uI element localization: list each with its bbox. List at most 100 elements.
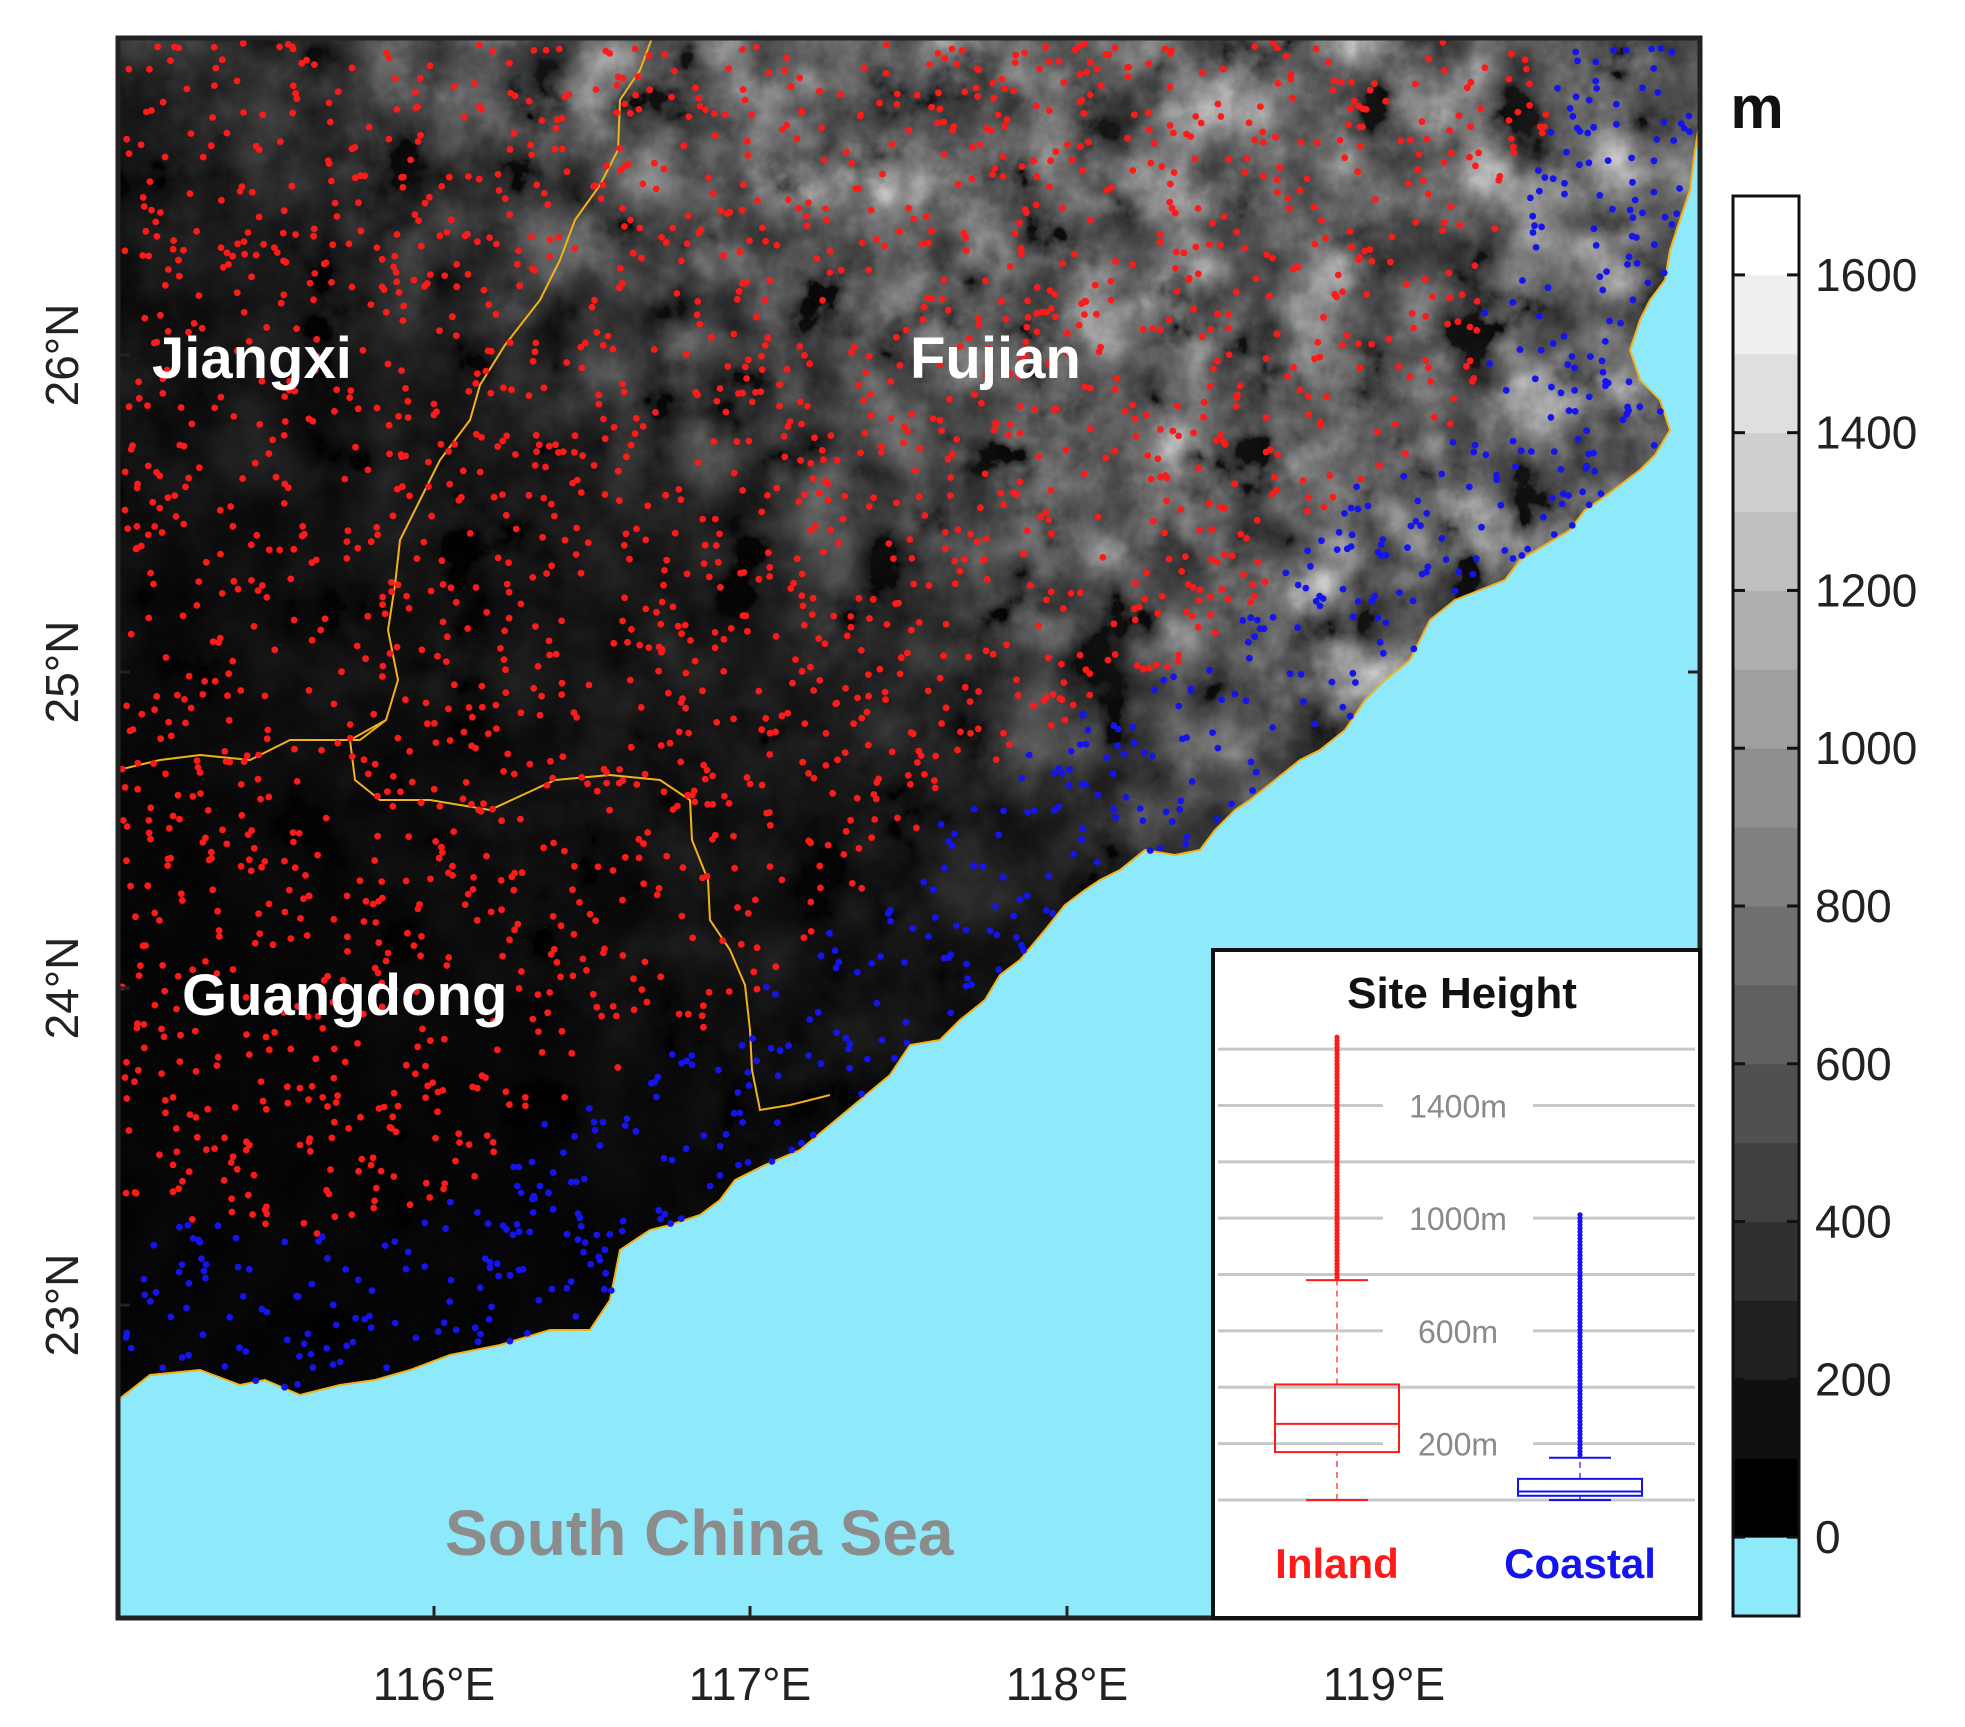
site-marker bbox=[127, 1344, 135, 1352]
site-marker bbox=[215, 927, 223, 934]
site-marker bbox=[685, 113, 693, 120]
site-marker bbox=[347, 387, 355, 394]
site-marker bbox=[809, 475, 817, 482]
site-marker bbox=[1218, 586, 1226, 593]
site-marker bbox=[691, 657, 699, 665]
site-marker bbox=[856, 112, 864, 120]
site-marker bbox=[158, 1025, 165, 1033]
site-marker bbox=[502, 666, 509, 674]
site-marker bbox=[1288, 94, 1296, 102]
site-marker bbox=[373, 244, 381, 252]
site-marker bbox=[372, 919, 380, 926]
site-marker bbox=[905, 204, 912, 212]
site-marker bbox=[701, 541, 709, 549]
site-marker bbox=[590, 182, 597, 190]
site-marker bbox=[217, 244, 225, 252]
site-marker bbox=[392, 268, 400, 276]
site-marker bbox=[920, 878, 928, 886]
site-marker bbox=[1241, 244, 1248, 252]
site-marker bbox=[1231, 480, 1239, 488]
site-marker bbox=[357, 1113, 364, 1121]
site-marker bbox=[832, 700, 840, 708]
site-marker bbox=[442, 1225, 449, 1232]
site-marker bbox=[716, 530, 723, 538]
site-marker bbox=[1066, 766, 1073, 773]
site-marker bbox=[332, 1099, 340, 1106]
site-marker bbox=[1406, 373, 1414, 380]
site-marker bbox=[1131, 605, 1138, 613]
site-marker bbox=[633, 781, 641, 788]
site-marker bbox=[388, 578, 395, 586]
site-marker bbox=[552, 124, 560, 132]
site-marker bbox=[897, 654, 905, 662]
site-marker bbox=[1524, 545, 1532, 553]
site-marker bbox=[1187, 686, 1195, 694]
site-marker bbox=[1144, 452, 1152, 459]
site-marker bbox=[1417, 522, 1424, 529]
site-marker bbox=[535, 1028, 542, 1035]
site-marker bbox=[262, 1033, 270, 1041]
site-marker bbox=[271, 1028, 278, 1036]
site-marker bbox=[1563, 148, 1570, 156]
site-marker bbox=[651, 159, 658, 167]
site-marker bbox=[941, 55, 949, 62]
site-marker bbox=[1156, 238, 1164, 246]
site-marker bbox=[121, 1074, 129, 1081]
site-marker bbox=[883, 621, 891, 628]
site-marker bbox=[925, 933, 932, 940]
site-marker bbox=[417, 131, 424, 139]
site-marker bbox=[761, 342, 769, 349]
site-marker bbox=[462, 779, 470, 786]
site-marker bbox=[389, 773, 397, 780]
site-marker bbox=[448, 216, 455, 224]
site-marker bbox=[1583, 427, 1591, 434]
site-marker bbox=[139, 194, 147, 201]
site-marker bbox=[893, 333, 900, 341]
site-marker bbox=[585, 681, 593, 689]
site-marker bbox=[1276, 164, 1284, 171]
site-marker bbox=[304, 1013, 312, 1020]
site-marker bbox=[1282, 569, 1290, 577]
site-marker bbox=[461, 901, 469, 908]
site-marker bbox=[696, 320, 704, 328]
site-marker bbox=[940, 954, 948, 962]
site-marker bbox=[1094, 513, 1102, 521]
site-marker bbox=[789, 679, 796, 687]
site-marker bbox=[827, 432, 835, 439]
site-marker bbox=[1339, 341, 1347, 349]
site-marker bbox=[188, 1216, 196, 1223]
site-marker bbox=[248, 827, 256, 834]
site-marker bbox=[590, 462, 598, 469]
site-marker bbox=[1166, 50, 1174, 57]
site-marker bbox=[709, 772, 716, 780]
site-marker bbox=[440, 1185, 447, 1193]
site-marker bbox=[1147, 159, 1155, 167]
site-marker bbox=[1599, 286, 1607, 294]
site-marker bbox=[522, 1102, 529, 1110]
site-marker bbox=[378, 255, 386, 263]
site-marker bbox=[766, 564, 774, 571]
site-marker bbox=[1407, 136, 1414, 144]
site-marker bbox=[907, 781, 914, 788]
site-marker bbox=[141, 314, 149, 322]
site-marker bbox=[1195, 596, 1203, 604]
site-marker bbox=[1060, 79, 1068, 86]
site-marker bbox=[607, 1287, 615, 1294]
site-marker bbox=[1198, 69, 1206, 77]
site-marker bbox=[242, 994, 250, 1001]
site-marker bbox=[1081, 383, 1089, 391]
site-marker bbox=[1076, 142, 1084, 150]
site-marker bbox=[526, 760, 534, 768]
site-marker bbox=[280, 257, 287, 265]
site-marker bbox=[1442, 556, 1450, 563]
site-marker bbox=[243, 752, 251, 760]
site-marker bbox=[165, 718, 173, 726]
site-marker bbox=[1207, 326, 1214, 333]
site-marker bbox=[1099, 553, 1107, 561]
site-marker bbox=[979, 863, 987, 871]
site-marker bbox=[1012, 51, 1020, 59]
site-marker bbox=[1183, 833, 1191, 841]
site-marker bbox=[1325, 58, 1332, 66]
site-marker bbox=[1124, 134, 1131, 142]
site-marker bbox=[1085, 138, 1092, 146]
